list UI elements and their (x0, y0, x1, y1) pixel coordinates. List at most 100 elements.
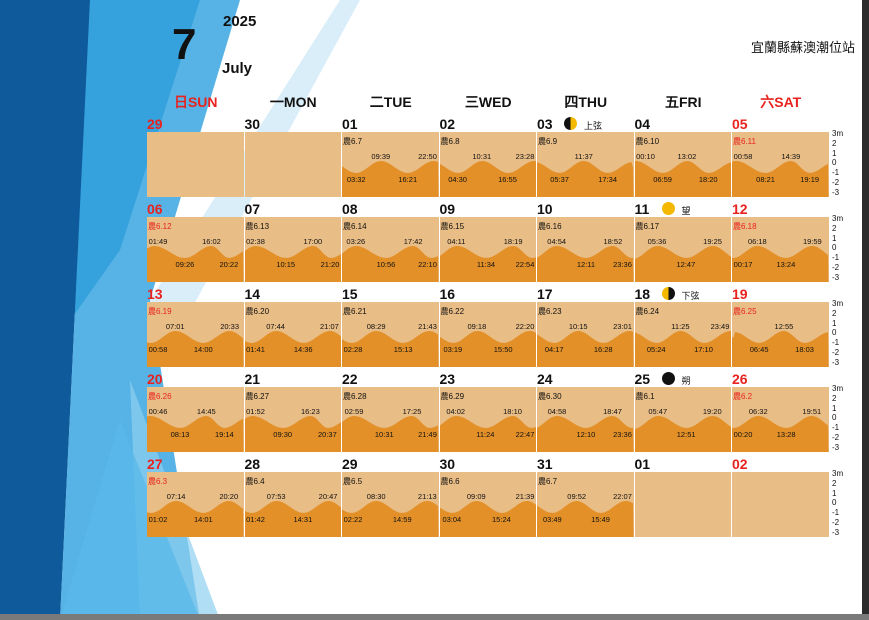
high-tide-time: 09:09 (466, 492, 486, 501)
high-tide-time: 00:10 (636, 152, 655, 161)
tide-wave-fill (732, 161, 829, 197)
tide-wave-fill (244, 501, 341, 537)
high-tide-time: 22:07 (613, 492, 632, 501)
low-tide-time: 18:20 (698, 175, 718, 184)
day-number: 20 (147, 371, 163, 387)
high-tide-time: 19:20 (702, 407, 722, 416)
moon-phase-label: 朔 (681, 376, 691, 386)
tide-wave (244, 331, 341, 367)
window-edge (862, 0, 869, 620)
low-tide-time: 11:34 (476, 260, 496, 269)
tide-wave (537, 416, 634, 452)
low-tide-time: 03:32 (346, 175, 366, 184)
axis-label: 0 (832, 243, 837, 253)
day-cell: 02 農6.8 10:31 23:28 04:30 16:55 (439, 116, 536, 198)
high-tide-time: 11:25 (671, 322, 690, 331)
high-tide-time: 14:45 (196, 407, 216, 416)
low-tide-time: 21:20 (320, 260, 340, 269)
axis-label: 1 (832, 318, 837, 328)
month-number: 7 (172, 20, 197, 69)
day-cell: 02 (732, 456, 829, 538)
tide-chart: 農6.24 11:25 23:49 05:24 17:10 (634, 302, 731, 367)
low-tide-time: 13:24 (776, 260, 796, 269)
low-tide-time: 05:24 (646, 345, 666, 354)
axis-label: -3 (832, 272, 840, 282)
tide-chart: 農6.30 04:58 18:47 12:10 23:36 (537, 387, 634, 452)
tide-wave-fill (439, 161, 536, 197)
tide-wave-fill (244, 331, 341, 367)
lunar-date: 農6.30 (538, 392, 562, 401)
low-tide-time: 01:41 (246, 345, 265, 354)
high-tide-time: 17:00 (303, 237, 323, 246)
tide-wave-fill (342, 501, 439, 537)
tide-wave (244, 246, 341, 282)
day-number: 01 (342, 116, 358, 132)
lunar-date: 農6.29 (440, 392, 465, 401)
low-tide-time: 14:36 (293, 345, 313, 354)
axis-label: -3 (832, 357, 840, 367)
tide-chart: 農6.25 12:55 06:45 18:03 (732, 302, 829, 367)
lunar-date: 農6.25 (733, 307, 757, 316)
axis-label: 2 (832, 223, 837, 233)
tide-wave (439, 161, 536, 197)
tide-chart: 農6.10 00:10 13:02 06:59 18:20 (634, 132, 731, 197)
tide-chart: 農6.22 09:18 22:20 03:19 15:50 (439, 302, 536, 367)
lunar-date: 農6.15 (440, 222, 465, 231)
lunar-date: 農6.12 (148, 222, 172, 231)
weekday-header: 六SAT (760, 94, 802, 110)
lunar-date: 農6.2 (733, 392, 753, 401)
high-tide-time: 16:23 (300, 407, 320, 416)
tide-chart: 農6.19 07:01 20:33 00:58 14:00 (147, 302, 244, 367)
axis-label: 0 (832, 158, 837, 168)
tide-chart: 農6.14 03:26 17:42 10:56 22:10 (342, 217, 439, 282)
axis-label: -2 (832, 263, 840, 272)
low-tide-time: 11:24 (476, 430, 495, 439)
axis-label: -3 (832, 187, 840, 197)
high-tide-time: 06:18 (747, 237, 767, 246)
day-number: 16 (439, 286, 456, 302)
day-number: 10 (537, 201, 553, 217)
low-tide-time: 12:11 (576, 260, 596, 269)
high-tide-time: 20:33 (220, 322, 240, 331)
day-number: 18 (634, 286, 651, 302)
high-tide-time: 10:31 (472, 152, 492, 161)
tide-chart: 農6.6 09:09 21:39 03:04 15:24 (439, 472, 536, 537)
day-cell: 08 農6.14 03:26 17:42 10:56 22:10 (342, 201, 439, 283)
high-tide-time: 20:47 (318, 492, 338, 501)
lunar-date: 農6.27 (245, 392, 270, 401)
tide-chart: 農6.9 11:37 05:37 17:34 (537, 132, 634, 197)
low-tide-time: 12:51 (676, 430, 696, 439)
day-cell: 27 農6.3 07:14 20:20 01:02 14:01 (147, 456, 244, 538)
high-tide-time: 08:30 (366, 492, 386, 501)
low-tide-time: 12:47 (676, 260, 696, 269)
tide-wave (147, 246, 244, 282)
axis-label: -3 (832, 442, 840, 452)
low-tide-time: 23:36 (613, 260, 632, 269)
lunar-date: 農6.13 (245, 222, 270, 231)
tide-wave-fill (342, 246, 439, 282)
axis-label: -2 (832, 178, 840, 187)
day-cell: 28 農6.4 07:53 20:47 01:42 14:31 (244, 456, 341, 538)
tide-chart: 農6.3 07:14 20:20 01:02 14:01 (147, 472, 244, 537)
bottom-bar (0, 614, 869, 620)
high-tide-time: 22:20 (515, 322, 535, 331)
low-tide-time: 03:19 (443, 345, 463, 354)
tide-wave (342, 161, 439, 197)
lunar-date: 農6.19 (148, 307, 172, 316)
high-tide-time: 04:58 (547, 407, 567, 416)
low-tide-time: 17:34 (598, 175, 618, 184)
day-cell: 01 (634, 456, 731, 538)
tide-chart: 農6.12 01:49 16:02 09:26 20:22 (147, 217, 244, 282)
low-tide-time: 04:17 (544, 345, 564, 354)
low-tide-time: 22:54 (515, 260, 535, 269)
axis-label: -3 (832, 527, 840, 537)
tide-wave-fill (537, 501, 634, 537)
day-cell: 01 農6.7 09:39 22:50 03:32 16:21 (342, 116, 439, 198)
high-tide-time: 09:18 (467, 322, 487, 331)
high-tide-time: 14:39 (781, 152, 801, 161)
low-tide-time: 03:49 (542, 515, 562, 524)
high-tide-time: 04:02 (446, 407, 466, 416)
high-tide-time: 18:10 (503, 407, 522, 416)
high-tide-time: 06:32 (748, 407, 768, 416)
full-moon-icon (661, 202, 675, 215)
